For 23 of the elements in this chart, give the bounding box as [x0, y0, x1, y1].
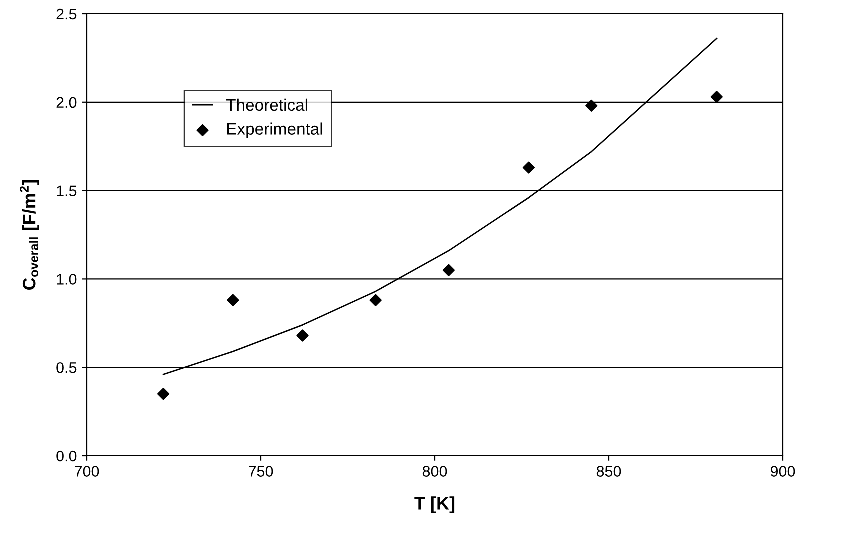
point	[710, 91, 723, 104]
x-tick-label: 900	[770, 466, 796, 477]
y-tick-label: 2.5	[56, 8, 77, 20]
legend-label: Theoretical	[226, 98, 308, 112]
point	[157, 388, 170, 400]
y-tick-label: 0.5	[56, 362, 77, 374]
x-axis-title: T [K]	[414, 496, 455, 514]
x-tick-label: 850	[596, 466, 622, 477]
x-tick-label: 700	[75, 466, 100, 477]
x-tick-label: 750	[249, 466, 274, 477]
y-tick-label: 2.0	[56, 97, 77, 108]
point	[586, 100, 598, 112]
point	[296, 330, 309, 342]
y-axis-title: C$_{overall}$ [F/m$^{2}$]	[20, 180, 40, 290]
y-tick-label: 1.0	[57, 274, 77, 285]
point	[442, 264, 455, 276]
point	[522, 162, 536, 174]
legend-label: Experimental	[227, 122, 322, 138]
y-tick-label: 1.5	[57, 186, 77, 196]
x-tick-label: 800	[422, 466, 448, 477]
y-tick-label: 0.0	[56, 450, 77, 462]
point	[370, 294, 382, 306]
point	[227, 294, 240, 306]
